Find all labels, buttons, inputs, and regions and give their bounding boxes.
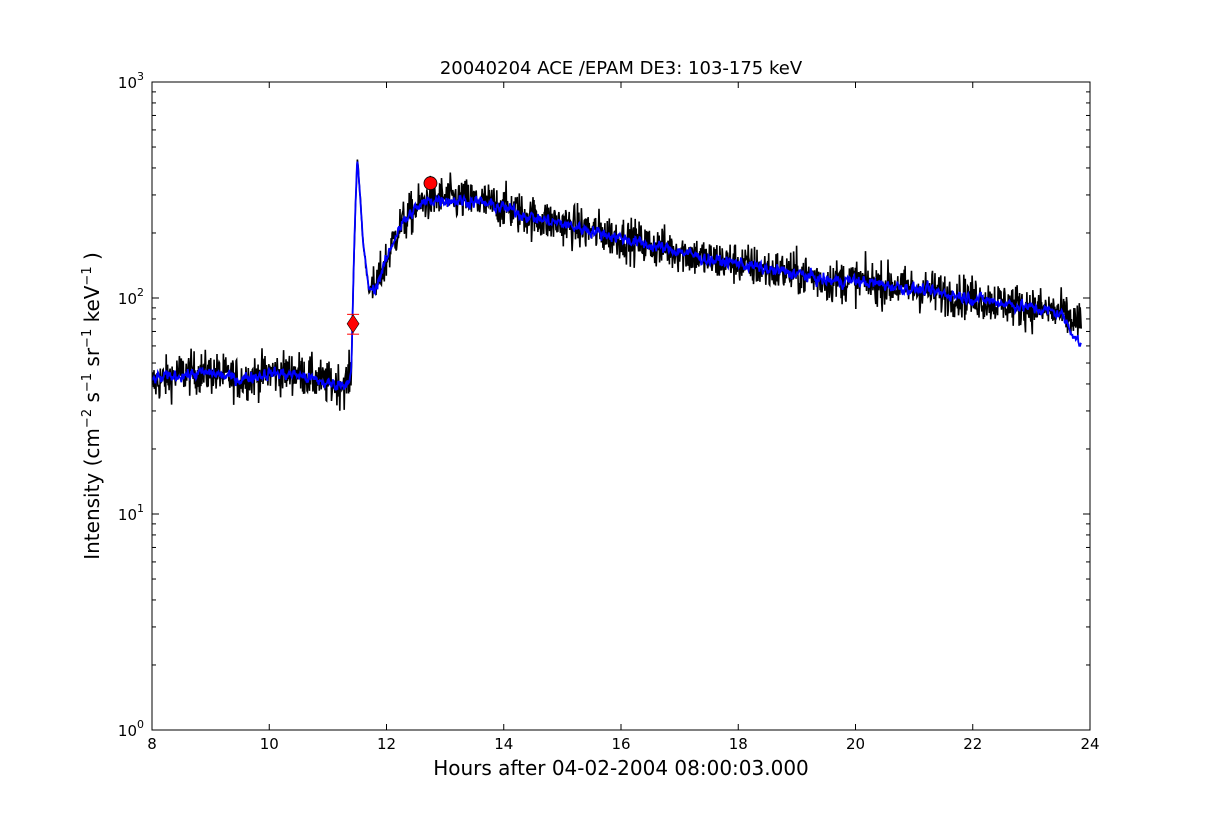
- x-tick-label: 22: [963, 735, 982, 753]
- y-label-prefix: Intensity (cm: [80, 428, 104, 560]
- y-tick-base: 10: [118, 506, 137, 524]
- x-tick-label: 10: [260, 735, 279, 753]
- x-tick-label: 12: [377, 735, 396, 753]
- y-tick-exp: 0: [137, 718, 144, 731]
- x-tick-label: 20: [846, 735, 865, 753]
- series-line-smoothed: [152, 161, 1082, 391]
- y-tick-base: 10: [118, 74, 137, 92]
- y-label-kev: keV: [80, 285, 104, 329]
- x-tick-label: 8: [147, 735, 157, 753]
- y-tick-label: 103: [118, 70, 144, 92]
- y-label-exp3: −1: [80, 329, 95, 348]
- y-tick-exp: 2: [137, 286, 144, 299]
- onset-diamond-marker: [346, 314, 360, 334]
- y-label-exp4: −1: [80, 266, 95, 285]
- x-axis: 8 10 12 14 16 18 20 22 24: [147, 82, 1100, 753]
- y-tick-label: 101: [118, 502, 144, 524]
- x-tick-label: 18: [729, 735, 748, 753]
- series-line-raw: [152, 159, 1082, 411]
- y-tick-exp: 1: [137, 502, 144, 515]
- y-tick-label: 100: [118, 718, 144, 740]
- y-label-suffix: ): [80, 252, 104, 266]
- peak-circle-marker: [423, 176, 438, 191]
- marker-layer: [346, 176, 438, 335]
- y-tick-label: 102: [118, 286, 144, 308]
- x-tick-label: 24: [1080, 735, 1099, 753]
- plot-frame: [151, 81, 1091, 731]
- y-tick-exp: 3: [137, 70, 144, 83]
- y-tick-base: 10: [118, 722, 137, 740]
- y-tick-base: 10: [118, 290, 137, 308]
- x-tick-label: 16: [611, 735, 630, 753]
- y-label-exp1: −2: [80, 409, 95, 428]
- y-label-s: s: [80, 392, 104, 409]
- chart-title: 20040204 ACE /EPAM DE3: 103-175 keV: [440, 58, 803, 79]
- y-label-exp2: −1: [80, 373, 95, 392]
- y-label-sr: sr: [80, 347, 104, 373]
- y-axis-label: Intensity (cm−2 s−1 sr−1 keV−1 ): [80, 252, 104, 560]
- x-tick-label: 14: [494, 735, 513, 753]
- series-layer: [152, 159, 1082, 411]
- x-axis-label: Hours after 04-02-2004 08:00:03.000: [433, 756, 809, 780]
